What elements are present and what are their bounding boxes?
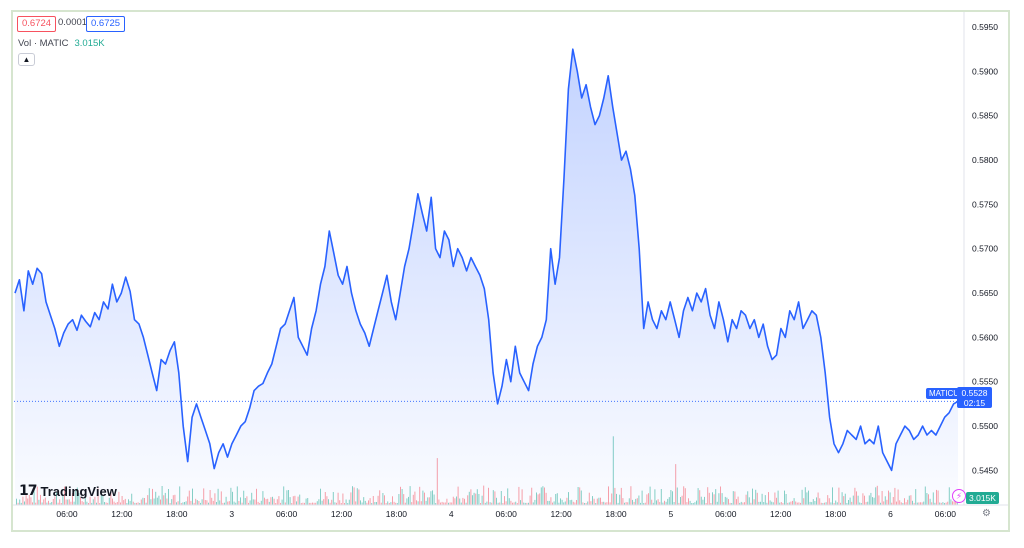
last-price-value: 0.5528 (961, 388, 988, 398)
y-tick-label: 0.5500 (972, 421, 998, 431)
last-price-tag: 0.5528 02:15 (957, 387, 992, 408)
y-tick-label: 0.5950 (972, 22, 998, 32)
x-tick-label: 06:00 (276, 509, 298, 519)
y-tick-label: 0.5700 (972, 244, 998, 254)
spread-value: 0.0001 (58, 16, 88, 32)
symbol-tag: MATICUSD (926, 388, 974, 399)
chevron-up-icon[interactable]: ▲ (18, 53, 35, 66)
tradingview-logo[interactable]: 17 TradingView (19, 483, 117, 499)
x-tick-label: 12:00 (111, 509, 133, 519)
lightning-icon[interactable]: ⚡ (952, 489, 966, 503)
y-tick-label: 0.5750 (972, 199, 998, 209)
gear-icon[interactable]: ⚙ (982, 508, 991, 519)
y-tick-label: 0.5900 (972, 66, 998, 76)
x-tick-label: 06:00 (715, 509, 737, 519)
y-tick-label: 0.5450 (972, 465, 998, 475)
countdown-value: 02:15 (963, 398, 986, 408)
x-tick-label: 18:00 (605, 509, 627, 519)
y-tick-label: 0.5850 (972, 111, 998, 121)
y-tick-label: 0.5650 (972, 288, 998, 298)
price-area-fill (15, 49, 958, 505)
x-tick-label: 12:00 (550, 509, 572, 519)
volume-legend-value: 3.015K (74, 38, 105, 49)
volume-legend-label: Vol · MATIC (18, 38, 69, 49)
x-tick-label: 3 (229, 509, 234, 519)
x-tick-label: 06:00 (496, 509, 518, 519)
x-tick-label: 12:00 (770, 509, 792, 519)
y-tick-label: 0.5600 (972, 332, 998, 342)
x-tick-label: 12:00 (331, 509, 353, 519)
x-tick-label: 4 (449, 509, 454, 519)
x-tick-label: 18:00 (386, 509, 408, 519)
ask-price[interactable]: 0.6725 (86, 16, 126, 32)
y-axis: 0.5450 0.5500 0.5550 0.5600 0.5650 0.5700 0.57… (972, 22, 998, 475)
x-axis: 06:00 12:00 18:00 3 06:00 12:00 18:00 4 06:00 12:… (56, 509, 956, 519)
x-tick-label: 6 (888, 509, 893, 519)
logo-text: TradingView (40, 483, 117, 499)
x-tick-label: 06:00 (56, 509, 78, 519)
x-tick-label: 18:00 (825, 509, 847, 519)
volume-legend: Vol · MATIC 3.015K (18, 38, 105, 49)
x-tick-label: 06:00 (935, 509, 957, 519)
bid-price[interactable]: 0.6724 (17, 16, 57, 32)
x-tick-label: 5 (669, 509, 674, 519)
y-tick-label: 0.5800 (972, 155, 998, 165)
y-tick-label: 0.5550 (972, 377, 998, 387)
x-tick-label: 18:00 (166, 509, 188, 519)
volume-tag: 3.015K (966, 492, 999, 504)
tradingview-mark-icon: 17 (19, 483, 38, 499)
price-series-line (14, 48, 959, 472)
